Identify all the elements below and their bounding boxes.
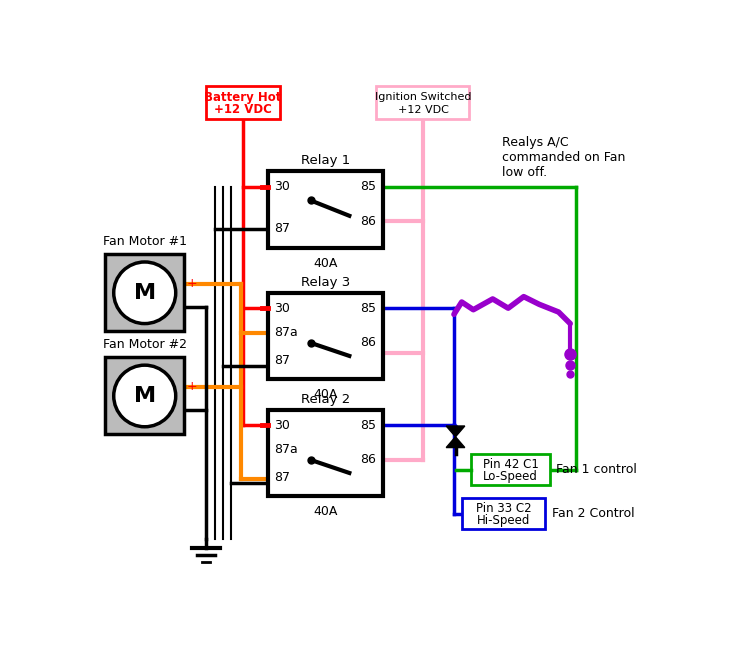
Text: 40A: 40A — [313, 388, 337, 401]
Text: M: M — [134, 386, 155, 406]
Circle shape — [114, 365, 176, 427]
Text: 87a: 87a — [274, 443, 298, 457]
Text: +12 VDC: +12 VDC — [398, 104, 448, 115]
Text: -: - — [187, 300, 191, 313]
Text: 30: 30 — [274, 419, 290, 432]
Bar — [471, 455, 550, 485]
Text: 85: 85 — [361, 302, 377, 315]
Text: Battery Hot: Battery Hot — [204, 91, 282, 104]
Text: M: M — [134, 283, 155, 303]
Text: Lo-Speed: Lo-Speed — [483, 470, 538, 483]
Text: Relay 2: Relay 2 — [301, 393, 350, 406]
Text: 40A: 40A — [313, 257, 337, 270]
Text: 85: 85 — [361, 180, 377, 193]
Bar — [377, 87, 469, 119]
Bar — [268, 171, 383, 248]
Polygon shape — [446, 437, 465, 447]
Bar — [206, 87, 280, 119]
Text: +: + — [187, 277, 197, 290]
Text: Realys A/C
commanded on Fan
low off.: Realys A/C commanded on Fan low off. — [502, 136, 626, 180]
Text: +12 VDC: +12 VDC — [214, 103, 272, 116]
Text: Pin 42 C1: Pin 42 C1 — [483, 458, 539, 471]
Text: 40A: 40A — [313, 505, 337, 518]
Text: Ignition Switched: Ignition Switched — [374, 92, 471, 102]
Text: 87: 87 — [274, 354, 290, 367]
Text: 87: 87 — [274, 222, 290, 236]
Text: Pin 33 C2: Pin 33 C2 — [476, 502, 531, 515]
Text: Relay 1: Relay 1 — [301, 154, 350, 167]
Text: 86: 86 — [361, 453, 377, 466]
Text: Fan 1 control: Fan 1 control — [556, 463, 637, 476]
Text: 86: 86 — [361, 337, 377, 350]
Text: 87: 87 — [274, 471, 290, 484]
Text: 86: 86 — [361, 215, 377, 228]
Polygon shape — [446, 426, 465, 437]
Bar — [268, 293, 383, 379]
Bar — [461, 499, 545, 529]
Bar — [268, 410, 383, 496]
Text: 30: 30 — [274, 180, 290, 193]
Text: -: - — [187, 403, 191, 417]
Text: Fan 2 Control: Fan 2 Control — [552, 507, 634, 520]
Circle shape — [114, 262, 176, 323]
Text: 85: 85 — [361, 419, 377, 432]
Bar — [105, 255, 184, 331]
Text: Fan Motor #1: Fan Motor #1 — [103, 235, 187, 248]
Bar — [105, 358, 184, 434]
Text: Relay 3: Relay 3 — [301, 276, 350, 289]
Text: Fan Motor #2: Fan Motor #2 — [103, 338, 187, 352]
Text: 87a: 87a — [274, 326, 298, 339]
Text: Hi-Speed: Hi-Speed — [477, 514, 530, 527]
Text: 30: 30 — [274, 302, 290, 315]
Text: +: + — [187, 380, 197, 393]
